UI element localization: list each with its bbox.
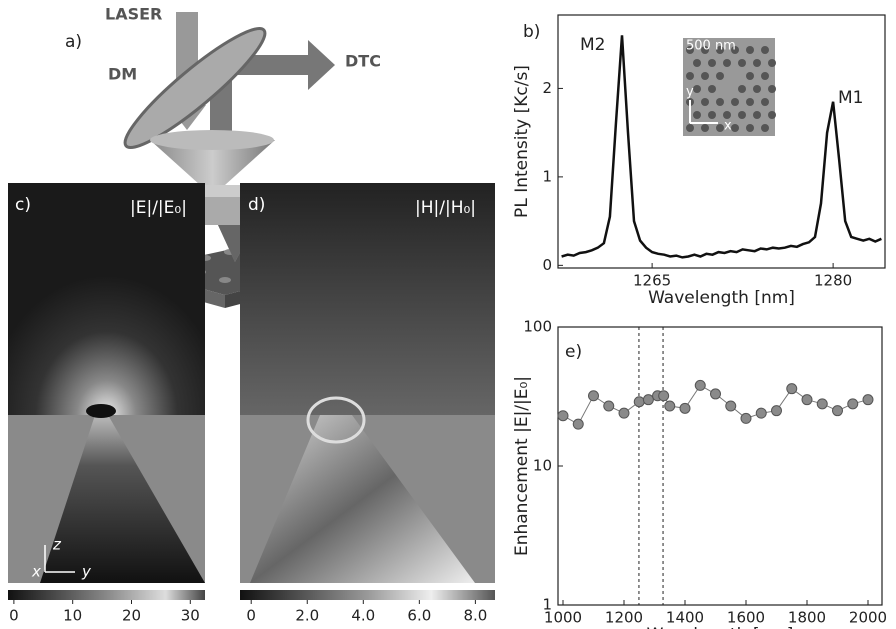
field-map-e (8, 183, 205, 583)
data-point (679, 402, 691, 414)
colorbar-tick-label: 30 (181, 607, 200, 625)
y-tick-label: 2 (542, 79, 552, 97)
data-point (557, 410, 569, 422)
panel-label: d) (248, 195, 265, 215)
x-tick-label: 1800 (788, 609, 826, 627)
colorbar-tick-label: 0 (246, 607, 256, 625)
colorbar-tick-label: 6.0 (407, 607, 431, 625)
panel-label: b) (523, 22, 540, 42)
y-axis-title: Enhancement |E|/|E₀| (512, 376, 532, 556)
data-point (832, 405, 844, 417)
data-point (862, 394, 874, 406)
x-tick-label: 1280 (814, 272, 852, 290)
panel-title: |E|/|E₀| (130, 198, 187, 218)
y-tick-label: 100 (523, 318, 552, 336)
plot-frame (557, 326, 883, 606)
annotation: M2 (580, 35, 605, 55)
x-axis-title: Wavelength [nm] (647, 625, 794, 629)
inset-sem (683, 38, 776, 136)
data-point (694, 379, 706, 391)
data-point (847, 398, 859, 410)
data-point (816, 398, 828, 410)
x-tick-label: 1200 (605, 609, 643, 627)
y-tick-label: 0 (542, 256, 552, 274)
axis-label: z (52, 536, 62, 554)
x-tick-label: 1400 (666, 609, 704, 627)
plot-frame (557, 14, 886, 269)
colorbar-tick-label: 0 (9, 607, 19, 625)
x-axis-title: Wavelength [nm] (648, 288, 795, 308)
y-tick-label: 10 (533, 457, 552, 475)
axis-label: x (724, 119, 732, 134)
data-point (618, 407, 630, 419)
data-point (658, 390, 670, 402)
panel-title: |H|/|H₀| (415, 198, 476, 218)
colorbar (240, 590, 495, 600)
colorbar-tick-label: 10 (63, 607, 82, 625)
data-point (755, 407, 767, 419)
data-point (771, 405, 783, 417)
dtc-label: DTC (345, 52, 381, 71)
data-point (588, 390, 600, 402)
data-point (633, 396, 645, 408)
axis-label: y (81, 563, 92, 581)
data-point (725, 400, 737, 412)
field-map-h (240, 183, 495, 583)
laser-label: LASER (105, 5, 162, 24)
data-point (603, 400, 615, 412)
data-point (740, 412, 752, 424)
dm-label: DM (108, 65, 137, 84)
x-tick-label: 2000 (849, 609, 887, 627)
colorbar-tick-label: 4.0 (351, 607, 375, 625)
panel-label: e) (565, 342, 582, 362)
data-point (801, 394, 813, 406)
x-tick-label: 1600 (727, 609, 765, 627)
data-point (572, 418, 584, 430)
axis-label: x (31, 563, 41, 581)
y-tick-label: 1 (542, 167, 552, 185)
y-tick-label: 1 (542, 596, 552, 614)
colorbar-tick-label: 8.0 (463, 607, 487, 625)
colorbar (8, 590, 205, 600)
data-point (642, 394, 654, 406)
colorbar-tick-label: 20 (122, 607, 141, 625)
y-axis-title: PL Intensity [Kc/s] (512, 65, 532, 218)
data-point (664, 400, 676, 412)
x-tick-label: 1265 (633, 272, 671, 290)
panel-label: c) (15, 195, 31, 215)
annotation: M1 (838, 88, 863, 108)
x-tick-label: 1000 (544, 609, 582, 627)
axis-label: y (686, 85, 694, 100)
data-point (710, 388, 722, 400)
data-point (786, 383, 798, 395)
colorbar-tick-label: 2.0 (295, 607, 319, 625)
scale-bar-label: 500 nm (686, 39, 736, 54)
panel-label: a) (65, 32, 82, 52)
data-line (561, 35, 882, 259)
